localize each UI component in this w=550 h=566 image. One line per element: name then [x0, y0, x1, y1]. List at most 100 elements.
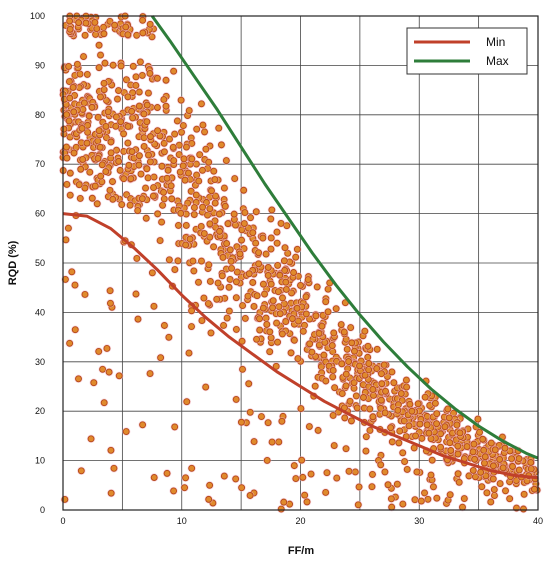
- data-point: [158, 218, 166, 226]
- data-point: [127, 175, 135, 183]
- data-point: [487, 439, 495, 447]
- data-point: [333, 474, 341, 482]
- data-point: [362, 447, 370, 455]
- data-point: [250, 438, 258, 445]
- data-point: [146, 20, 154, 28]
- data-point: [388, 438, 396, 446]
- data-point: [75, 19, 83, 27]
- data-point: [481, 459, 488, 467]
- data-point: [481, 453, 489, 461]
- data-point: [102, 134, 110, 141]
- data-point: [273, 319, 281, 327]
- data-point: [102, 123, 110, 130]
- data-point: [230, 210, 238, 218]
- data-point: [261, 290, 268, 298]
- data-point: [403, 383, 411, 391]
- data-point: [81, 184, 89, 192]
- data-point: [66, 191, 74, 199]
- data-point: [402, 376, 410, 384]
- data-point: [241, 314, 249, 322]
- data-point: [224, 220, 232, 228]
- data-point: [115, 372, 123, 380]
- data-point: [66, 25, 74, 33]
- data-point: [188, 307, 196, 315]
- data-point: [70, 108, 78, 116]
- data-point: [247, 214, 254, 222]
- data-point: [120, 130, 128, 138]
- data-point: [167, 182, 175, 190]
- data-point: [301, 491, 309, 499]
- data-point: [233, 268, 241, 276]
- data-point: [433, 410, 441, 418]
- data-point: [227, 257, 235, 265]
- data-point: [489, 462, 497, 470]
- data-point: [232, 294, 240, 302]
- data-point: [480, 446, 488, 454]
- data-point: [193, 125, 201, 133]
- data-point: [364, 342, 372, 350]
- data-point: [267, 280, 275, 288]
- data-point: [413, 468, 421, 476]
- data-point: [348, 339, 356, 347]
- y-tick-label: 90: [35, 60, 45, 70]
- data-point: [373, 345, 381, 353]
- data-point: [263, 456, 271, 464]
- data-point: [101, 59, 109, 67]
- data-point: [182, 474, 190, 482]
- data-point: [446, 491, 454, 499]
- data-point: [64, 224, 72, 232]
- data-point: [506, 495, 514, 503]
- data-point: [396, 427, 404, 435]
- data-point: [469, 467, 477, 474]
- data-point: [445, 414, 453, 422]
- data-point: [95, 41, 103, 49]
- data-point: [399, 500, 407, 508]
- data-point: [220, 322, 227, 329]
- data-point: [148, 269, 156, 277]
- data-point: [77, 165, 85, 173]
- data-point: [218, 272, 226, 280]
- data-point: [292, 475, 300, 483]
- data-point: [501, 444, 509, 452]
- data-point: [150, 302, 158, 310]
- data-point: [431, 399, 439, 407]
- data-point: [125, 161, 133, 169]
- data-point: [352, 392, 360, 400]
- data-point: [202, 383, 210, 391]
- x-tick-label: 30: [414, 516, 424, 526]
- data-point: [502, 487, 509, 495]
- data-point: [421, 393, 429, 401]
- data-point: [73, 60, 81, 68]
- data-point: [136, 58, 144, 66]
- data-point: [264, 263, 272, 271]
- data-point: [272, 362, 280, 370]
- data-point: [276, 310, 284, 318]
- data-point: [405, 422, 413, 430]
- data-point: [62, 236, 70, 244]
- data-point: [377, 461, 385, 469]
- data-point: [160, 195, 168, 203]
- data-point: [399, 449, 407, 457]
- data-point: [83, 139, 91, 147]
- data-point: [143, 165, 151, 173]
- data-point: [269, 304, 277, 312]
- data-point: [356, 362, 363, 370]
- x-tick-label: 40: [533, 516, 543, 526]
- data-point: [66, 17, 74, 25]
- data-point: [65, 117, 73, 125]
- data-point: [483, 489, 491, 497]
- data-point: [179, 162, 187, 170]
- data-point: [369, 470, 376, 478]
- data-point: [381, 468, 389, 476]
- data-point: [158, 162, 166, 170]
- data-point: [198, 100, 205, 108]
- data-point: [199, 121, 207, 129]
- data-point: [305, 423, 313, 431]
- data-point: [129, 62, 137, 70]
- data-point: [411, 496, 419, 504]
- data-point: [231, 175, 239, 183]
- data-point: [179, 122, 187, 130]
- data-point: [107, 138, 115, 146]
- data-point: [267, 234, 275, 242]
- data-point: [212, 192, 220, 200]
